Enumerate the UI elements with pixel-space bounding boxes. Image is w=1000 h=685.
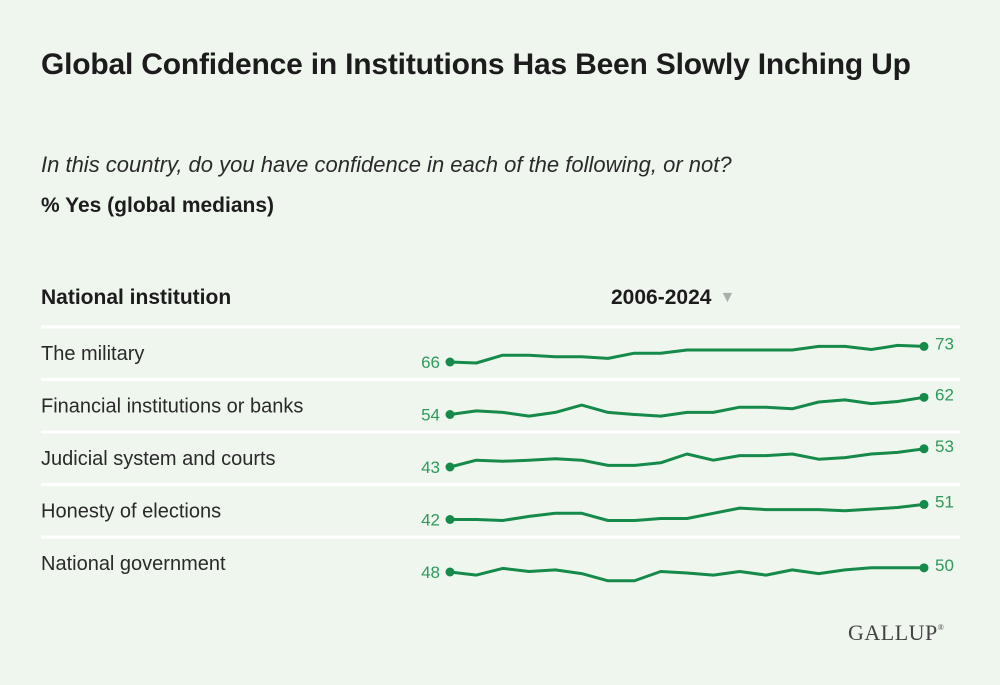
row-label: Financial institutions or banks — [41, 396, 303, 418]
series-line — [448, 502, 926, 522]
brand-wordmark: GALLUP — [848, 620, 938, 645]
series-line — [448, 395, 926, 418]
year-range-selector[interactable]: 2006-2024 ▼ — [611, 286, 735, 310]
row-label: Judicial system and courts — [41, 448, 276, 470]
series-line — [448, 447, 926, 469]
end-point — [919, 444, 929, 454]
row-label: The military — [41, 343, 144, 365]
chart-title: Global Confidence in Institutions Has Be… — [41, 48, 911, 81]
end-point — [919, 499, 929, 509]
end-value-label: 51 — [935, 492, 954, 511]
end-value-label: 50 — [935, 556, 954, 575]
start-point — [445, 357, 455, 367]
end-point — [919, 341, 929, 351]
start-value-label: 54 — [421, 406, 440, 425]
series-line — [448, 343, 926, 365]
chart-subtitle: In this country, do you have confidence … — [41, 152, 732, 177]
start-value-label: 48 — [421, 563, 440, 582]
end-point — [919, 563, 929, 573]
start-value-label: 42 — [421, 511, 440, 530]
end-value-label: 62 — [935, 385, 954, 404]
end-point — [919, 392, 929, 402]
start-point — [445, 515, 455, 524]
start-value-label: 43 — [421, 458, 440, 477]
end-value-label: 73 — [935, 334, 954, 353]
series-line — [448, 566, 926, 583]
gallup-logo: GALLUP® — [848, 620, 945, 645]
start-point — [445, 462, 455, 472]
unit-label: % Yes (global medians) — [41, 194, 275, 217]
row-label: National government — [41, 553, 226, 575]
year-range-label: 2006-2024 — [611, 286, 712, 309]
start-value-label: 66 — [421, 353, 440, 372]
dropdown-caret-icon: ▼ — [719, 289, 736, 306]
start-point — [445, 567, 455, 577]
row-label: Honesty of elections — [41, 501, 221, 523]
end-value-label: 53 — [935, 437, 954, 456]
start-point — [445, 410, 455, 419]
column-header: National institution — [41, 286, 232, 309]
